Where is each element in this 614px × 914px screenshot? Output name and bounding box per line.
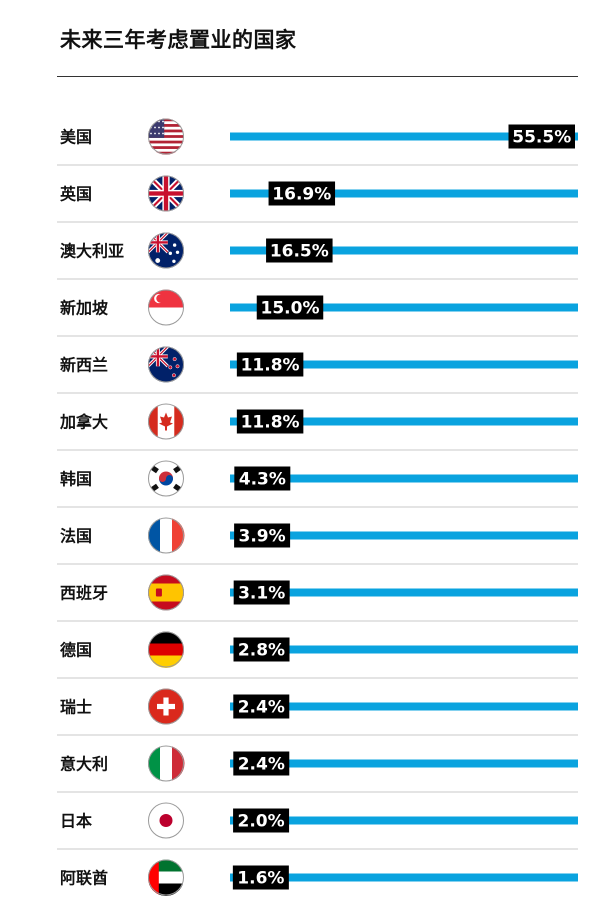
chart-row: 德国 2.8% xyxy=(57,631,578,679)
australia-flag-icon xyxy=(148,232,184,269)
title-divider xyxy=(57,76,578,77)
switzerland-flag-icon xyxy=(148,688,184,725)
country-label: 韩国 xyxy=(60,470,92,489)
value-label: 2.4% xyxy=(238,755,285,775)
value-label: 16.9% xyxy=(272,185,331,205)
bar-track xyxy=(230,816,578,825)
value-marker xyxy=(233,637,290,662)
bar-track xyxy=(230,417,578,426)
value-label: 16.5% xyxy=(270,242,329,262)
value-label: 2.8% xyxy=(238,641,285,661)
japan-flag-icon xyxy=(148,802,184,839)
germany-flag-icon xyxy=(148,631,184,668)
value-label: 3.9% xyxy=(239,527,286,547)
country-label: 西班牙 xyxy=(60,584,108,603)
bar-track xyxy=(230,702,578,711)
korea-flag-icon xyxy=(148,460,184,497)
chart-row: 意大利 2.4% xyxy=(57,745,578,793)
bar-track xyxy=(230,645,578,654)
chart-row: 美国 55.5% xyxy=(57,118,578,166)
canada-flag-icon xyxy=(148,403,184,440)
uk-flag-icon xyxy=(148,175,184,212)
chart-row: 新加坡 15.0% xyxy=(57,289,578,337)
value-label: 2.4% xyxy=(238,698,285,718)
value-label: 4.3% xyxy=(239,470,286,490)
bar-track xyxy=(230,303,578,312)
bar-track xyxy=(230,474,578,483)
chart-row: 法国 3.9% xyxy=(57,517,578,565)
value-label: 11.8% xyxy=(241,413,300,433)
value-marker xyxy=(233,751,290,776)
country-label: 阿联酋 xyxy=(60,869,108,888)
value-label: 2.0% xyxy=(238,812,285,832)
chart-row: 西班牙 3.1% xyxy=(57,574,578,622)
singapore-flag-icon xyxy=(148,289,184,326)
value-label: 3.1% xyxy=(238,584,285,604)
chart-row: 阿联酋 1.6% xyxy=(60,859,578,896)
value-marker xyxy=(236,352,304,377)
chart-row: 英国 16.9% xyxy=(57,175,578,223)
chart-title: 未来三年考虑置业的国家 xyxy=(60,27,297,52)
bar-track xyxy=(230,531,578,540)
chart-row: 瑞士 2.4% xyxy=(57,688,578,736)
country-label: 加拿大 xyxy=(59,413,108,432)
value-marker xyxy=(233,808,290,833)
country-label: 法国 xyxy=(60,527,92,546)
italy-flag-icon xyxy=(148,745,185,782)
chart-row: 新西兰 11.8% xyxy=(57,346,578,394)
bar-track xyxy=(230,132,578,141)
country-label: 日本 xyxy=(60,812,92,831)
country-label: 英国 xyxy=(59,185,92,204)
value-marker xyxy=(256,295,324,320)
bar-track xyxy=(230,759,578,768)
bar-track xyxy=(230,873,578,882)
country-label: 瑞士 xyxy=(60,698,92,717)
value-marker xyxy=(268,181,336,206)
value-marker xyxy=(233,580,290,605)
country-label: 美国 xyxy=(60,128,92,147)
value-label: 1.6% xyxy=(237,869,284,889)
country-label: 新西兰 xyxy=(60,356,108,375)
value-marker xyxy=(266,238,333,263)
value-marker xyxy=(234,466,291,491)
chart-row: 加拿大 11.8% xyxy=(57,403,578,451)
country-label: 意大利 xyxy=(60,755,108,774)
country-label: 德国 xyxy=(60,641,92,660)
value-marker xyxy=(234,523,291,548)
value-label: 11.8% xyxy=(241,356,300,376)
chart-row: 日本 2.0% xyxy=(57,802,578,850)
chart-row: 澳大利亚 16.5% xyxy=(57,232,578,280)
spain-flag-icon xyxy=(148,574,184,611)
value-marker xyxy=(233,694,290,719)
value-marker xyxy=(232,865,289,890)
value-label: 55.5% xyxy=(512,128,571,148)
country-label: 新加坡 xyxy=(60,299,109,318)
country-label: 澳大利亚 xyxy=(60,242,124,261)
france-flag-icon xyxy=(148,517,185,554)
us-flag-icon xyxy=(148,118,184,155)
bar-track xyxy=(230,588,578,597)
value-marker xyxy=(236,409,304,434)
new-zealand-flag-icon xyxy=(148,346,184,383)
value-marker xyxy=(508,124,575,149)
bar-track xyxy=(230,360,578,369)
bar-track xyxy=(230,189,578,198)
value-label: 15.0% xyxy=(261,299,320,319)
bar-track xyxy=(230,246,578,255)
uae-flag-icon xyxy=(148,859,184,896)
chart-row: 韩国 4.3% xyxy=(57,460,578,508)
